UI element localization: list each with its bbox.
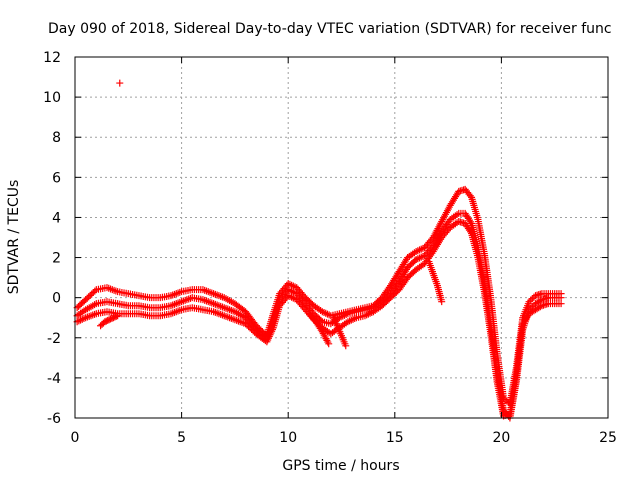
data-point: [412, 248, 420, 256]
data-point: [318, 308, 326, 316]
data-point: [91, 287, 99, 295]
y-tick-label: 4: [52, 210, 61, 226]
data-point: [346, 317, 354, 325]
data-point: [288, 281, 296, 289]
series-spur-3: [425, 258, 446, 306]
data-point: [342, 311, 350, 319]
data-point: [466, 192, 474, 200]
data-point: [414, 247, 422, 255]
x-tick-label: 10: [279, 430, 297, 446]
x-axis-label: GPS time / hours: [282, 458, 399, 474]
data-point: [438, 298, 446, 306]
data-point: [289, 294, 297, 302]
data-point: [466, 228, 474, 236]
y-tick-labels: -6 -4 -2 0 2 4 6 8 10 12: [43, 50, 61, 427]
series-spur-1: [306, 310, 333, 348]
plot-frame: [74, 56, 609, 419]
data-point: [347, 316, 355, 324]
data-point: [78, 315, 86, 323]
data-point: [340, 311, 348, 319]
grid-lines: [75, 57, 608, 418]
data-point: [536, 303, 544, 311]
x-tick-labels: 0 5 10 15 20 25: [71, 430, 617, 446]
chart-title: Day 090 of 2018, Sidereal Day-to-day VTE…: [48, 21, 612, 37]
y-axis-label: SDTVAR / TECUs: [6, 180, 22, 295]
data-point: [289, 282, 297, 290]
data-point: [284, 280, 292, 288]
data-marks: [73, 79, 565, 422]
data-point: [323, 310, 331, 318]
y-tick-label: -2: [47, 331, 61, 347]
data-point: [284, 286, 292, 294]
data-point: [114, 312, 122, 320]
data-point: [80, 315, 88, 323]
axis-ticks: [74, 56, 609, 419]
x-tick-label: 20: [492, 430, 510, 446]
y-tick-label: -4: [47, 371, 61, 387]
data-point: [536, 297, 544, 305]
data-point: [349, 315, 357, 323]
series-spur-4: [97, 312, 122, 330]
data-point: [77, 316, 85, 324]
data-point: [525, 298, 533, 306]
data-point: [325, 340, 333, 348]
outlier-point: [116, 79, 124, 87]
data-point: [288, 293, 296, 301]
data-point: [344, 318, 352, 326]
series-track-a: [73, 185, 565, 408]
y-tick-label: 0: [52, 291, 61, 307]
y-tick-label: 10: [43, 90, 61, 106]
data-point: [75, 317, 83, 325]
data-point: [416, 246, 424, 254]
data-point: [466, 218, 474, 226]
x-tick-label: 0: [71, 430, 80, 446]
data-point: [417, 253, 425, 261]
data-point: [416, 254, 424, 262]
data-point: [363, 311, 371, 319]
x-tick-label: 15: [386, 430, 404, 446]
data-point: [284, 292, 292, 300]
data-point: [366, 309, 374, 317]
data-point: [339, 312, 347, 320]
data-point: [322, 309, 330, 317]
x-tick-label: 5: [177, 430, 186, 446]
data-point: [557, 294, 565, 302]
data-point: [453, 211, 461, 219]
data-point: [286, 292, 294, 300]
data-point: [527, 296, 535, 304]
y-tick-label: 12: [43, 50, 61, 66]
data-point: [286, 286, 294, 294]
data-point: [364, 310, 372, 318]
data-point: [361, 312, 369, 320]
y-tick-label: -6: [47, 411, 61, 427]
data-point: [417, 245, 425, 253]
series-track-c: [73, 217, 565, 420]
data-point: [412, 256, 420, 264]
y-tick-label: 8: [52, 130, 61, 146]
y-tick-label: 2: [52, 251, 61, 267]
data-point: [557, 300, 565, 308]
data-point: [112, 312, 120, 320]
data-point: [320, 309, 328, 317]
series-spur-2: [329, 312, 350, 350]
data-point: [286, 280, 294, 288]
data-point: [414, 255, 422, 263]
data-point: [351, 315, 359, 323]
data-point: [289, 288, 297, 296]
data-point: [324, 338, 332, 346]
data-point: [528, 295, 536, 303]
x-tick-label: 25: [599, 430, 617, 446]
data-point: [288, 287, 296, 295]
y-tick-label: 6: [52, 170, 61, 186]
data-point: [342, 342, 350, 350]
data-point: [337, 313, 345, 321]
